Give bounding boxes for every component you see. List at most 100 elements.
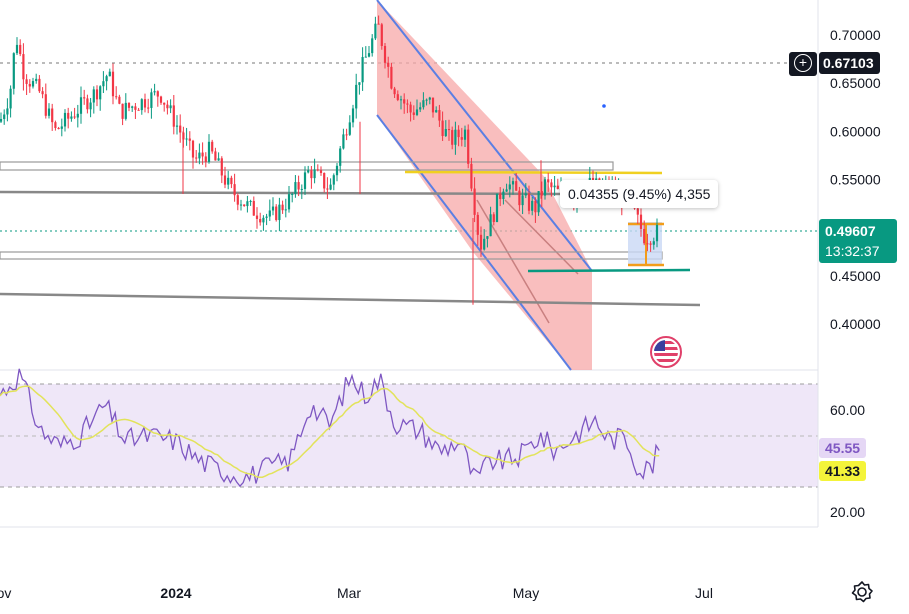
candle-body: [524, 193, 527, 196]
candle-body: [393, 88, 396, 95]
candle-body: [636, 208, 639, 215]
candle-body: [236, 195, 239, 205]
candle-body: [547, 179, 550, 183]
candle-body: [505, 189, 508, 192]
candle-body: [335, 165, 339, 176]
candle-body: [383, 45, 387, 63]
candle-body: [428, 97, 431, 100]
current-price-text: 0.49607: [825, 223, 876, 239]
candle-body: [639, 214, 643, 229]
candle-body: [518, 190, 521, 206]
candle-body: [399, 99, 403, 101]
candle-body: [531, 200, 534, 211]
candle-body: [294, 182, 297, 194]
price-axis-labels: 0.70000 0.65000 0.60000 0.55000 0.45000 0.400…: [830, 27, 881, 332]
candle-body: [12, 53, 15, 89]
candle-body: [444, 129, 447, 137]
rsi-value-text: 45.55: [825, 440, 861, 456]
candle-body: [0, 118, 3, 122]
candle-body: [300, 188, 303, 190]
candle-body: [326, 188, 329, 190]
candle-body: [441, 120, 444, 137]
candle-body: [147, 107, 150, 109]
candle-body: [403, 99, 406, 104]
candle-body: [313, 169, 316, 179]
candle-body: [63, 112, 67, 127]
candle-body: [252, 200, 255, 216]
candle-body: [457, 129, 460, 138]
candle-body: [239, 204, 243, 206]
candle-body: [220, 158, 223, 176]
candle-body: [67, 112, 70, 119]
candle-body: [268, 210, 271, 217]
candle-body: [281, 204, 284, 211]
candle-body: [367, 53, 371, 57]
candle-body: [495, 193, 499, 222]
last-marker-price-text: 0.67103: [823, 55, 874, 71]
candle-body: [211, 141, 214, 152]
candle-body: [540, 191, 543, 196]
us-flag-icon[interactable]: [650, 336, 682, 368]
candle-body: [339, 148, 342, 166]
candle-body: [198, 152, 201, 159]
resistance-zone-box: [0, 161, 614, 171]
candle-body: [99, 86, 102, 100]
rsi-ma-line: [0, 385, 660, 479]
candle-body: [131, 106, 134, 108]
rsi-axis-labels: 60.00 20.00: [830, 402, 865, 520]
candle-body: [646, 243, 649, 245]
price-tick-label: 0.55000: [830, 172, 881, 188]
candle-body: [233, 184, 236, 196]
candle-body: [345, 134, 348, 136]
candle-body: [19, 44, 22, 55]
candle-body: [156, 91, 159, 97]
candle-body: [297, 182, 300, 190]
falling-channel-fill: [377, 0, 592, 370]
candle-body: [9, 88, 12, 109]
channel-inner-line-2: [504, 199, 579, 275]
candle-body: [51, 108, 54, 123]
rsi-ma-value-text: 41.33: [825, 463, 861, 479]
candle-body: [451, 130, 454, 145]
candle-body: [121, 103, 124, 119]
candle-body: [89, 102, 92, 110]
time-tick-label: ov: [0, 585, 11, 601]
candle-body: [201, 152, 204, 157]
candle-body: [3, 114, 6, 119]
candle-body: [415, 109, 419, 115]
candle-body: [79, 97, 83, 114]
candle-body: [278, 204, 281, 221]
candle-body: [28, 83, 31, 87]
candle-body: [227, 177, 230, 185]
price-tick-label: 0.45000: [830, 268, 881, 284]
candle-body: [124, 102, 127, 119]
plus-circle-icon[interactable]: +: [789, 52, 817, 76]
candle-body: [396, 94, 399, 100]
settings-gear-icon[interactable]: [850, 580, 874, 604]
candle-body: [307, 170, 310, 173]
price-tick-label: 0.40000: [830, 316, 881, 332]
candle-body: [249, 200, 252, 202]
diagonal-support-line: [0, 292, 701, 307]
candle-body: [351, 108, 355, 123]
candle-body: [355, 84, 358, 109]
candle-body: [419, 107, 422, 110]
candle-body: [185, 138, 188, 140]
price-tick-label: 0.70000: [830, 27, 881, 43]
candle-body: [425, 99, 428, 101]
time-axis-labels: ov 2024 Mar May Jul: [0, 585, 713, 601]
candle-body: [499, 193, 502, 199]
candle-body: [371, 38, 374, 54]
candle-body: [95, 89, 99, 100]
candle-body: [387, 62, 390, 67]
candle-body: [35, 78, 38, 82]
candle-body: [223, 175, 227, 185]
candle-body: [259, 218, 262, 223]
candle-body: [115, 96, 118, 98]
candle-body: [159, 96, 163, 103]
candle-body: [204, 156, 207, 162]
yellow-resistance-line: [404, 170, 663, 175]
candle-body: [214, 151, 217, 161]
candle-body: [406, 103, 409, 105]
